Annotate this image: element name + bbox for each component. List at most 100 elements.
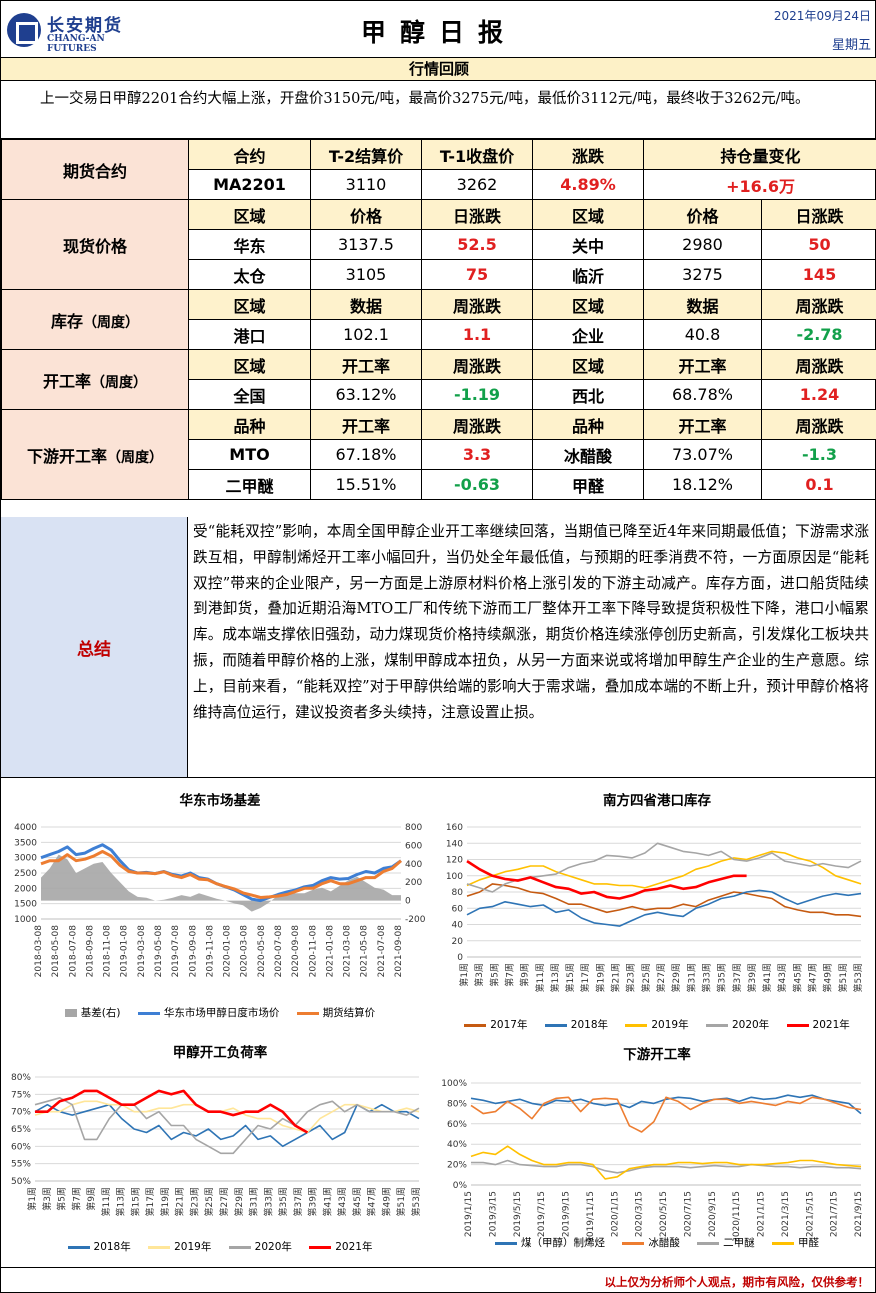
legend-label: 2018年: [570, 1019, 609, 1031]
x-tick-label: 2018-05-08: [51, 925, 61, 978]
x-tick-label: 2019/7/15: [537, 1191, 547, 1237]
operating-rate: 67.18%: [310, 439, 422, 470]
legend-label: 2019年: [174, 1241, 212, 1253]
table-header: T-2结算价: [310, 139, 422, 170]
legend-label: 期货结算价: [322, 1007, 376, 1019]
futures-header-row: 期货合约 合约 T-2结算价 T-1收盘价 涨跌 持仓量变化: [1, 139, 876, 200]
x-tick-label: 第35周: [716, 963, 728, 992]
downstream-row: 二甲醚 15.51% -0.63 甲醛 18.12% 0.1: [2, 469, 876, 500]
legend-label: 2021年: [335, 1241, 373, 1253]
futures-row: MA2201 3110 3262 4.89% +16.6万: [2, 169, 876, 200]
y-tick-label: 40%: [447, 1140, 467, 1150]
legend-swatch: [705, 1023, 728, 1027]
x-tick-label: 第7周: [503, 963, 515, 987]
x-tick-label: 2020/5/15: [659, 1191, 669, 1237]
downstream-row: MTO 67.18% 3.3 冰醋酸 73.07% -1.3: [2, 439, 876, 470]
x-tick-label: 2020/11/15: [732, 1191, 742, 1241]
region-name: 西北: [532, 379, 644, 410]
y-tick-label: 40: [452, 921, 464, 931]
region-name: 港口: [188, 319, 311, 350]
x-tick-label: 第23周: [188, 1187, 200, 1216]
x-tick-label: 第41周: [761, 963, 773, 992]
y-tick-label: 100: [446, 872, 463, 882]
x-tick-label: 2018-03-08: [34, 925, 44, 978]
report-title: 甲醇日报: [360, 18, 517, 47]
table-header: 涨跌: [532, 139, 644, 170]
spot-price: 3105: [310, 259, 422, 290]
x-tick-label: 第17周: [579, 963, 591, 992]
legend-swatch: [67, 1245, 90, 1249]
legend-label: 2019年: [651, 1019, 689, 1031]
y-tick-label: 1500: [14, 900, 37, 910]
y-tick-label: 3500: [14, 838, 37, 848]
y-tick-label: 60%: [11, 1142, 31, 1152]
operating-rate: 15.51%: [310, 469, 422, 500]
x-tick-label: 2018-07-08: [68, 925, 78, 978]
x-tick-label: 第27周: [218, 1187, 230, 1216]
line-series: [466, 889, 862, 927]
disclaimer-text: 以上仅为分析师个人观点，期市有风险，仅供参考！: [604, 1275, 870, 1289]
inventory-section-label: 库存（周度）: [1, 289, 189, 350]
x-tick-label: 第27周: [655, 963, 667, 992]
summary-section: 总结 受“能耗双控”影响，本周全国甲醇企业开工率继续回落，当期值已降至近4年来同…: [1, 517, 876, 778]
table-header: 周涨跌: [760, 349, 876, 380]
y-tick-label: 75%: [11, 1090, 31, 1100]
spot-section-label: 现货价格: [1, 199, 189, 290]
x-tick-label: 2019/5/15: [513, 1191, 523, 1237]
legend-label: 2018年: [93, 1241, 131, 1253]
table-header: 周涨跌: [421, 349, 533, 380]
x-tick-label: 第37周: [292, 1187, 304, 1216]
t2-settle-price: 3110: [310, 169, 422, 200]
x-tick-label: 2020/7/15: [683, 1191, 693, 1237]
legend-item: 煤（甲醇）制烯烃: [494, 1235, 605, 1250]
summary-label: 总结: [1, 517, 188, 777]
spot-price: 3137.5: [310, 229, 422, 260]
inventory-value: 40.8: [643, 319, 762, 350]
y-tick-label: 120: [446, 856, 463, 866]
y-tick-label: 70%: [11, 1108, 31, 1118]
daily-change: 75: [421, 259, 533, 290]
summary-text: 受“能耗双控”影响，本周全国甲醇企业开工率继续回落，当期值已降至近4年来同期最低…: [193, 523, 869, 721]
table-header: 区域: [188, 199, 311, 230]
y2-tick-label: 0: [405, 897, 411, 907]
x-tick-label: 2019-07-08: [171, 925, 181, 978]
daily-change: 50: [760, 229, 876, 260]
report-header: 长安期货 CHANG-AN FUTURES 甲醇日报 2021年09月24日 星…: [1, 1, 876, 57]
legend-label: 2020年: [731, 1019, 770, 1031]
table-header: 区域: [532, 199, 644, 230]
legend-item: 2020年: [228, 1239, 292, 1254]
report-date: 2021年09月24日: [773, 9, 871, 23]
area-series: [41, 854, 401, 912]
footer: 以上仅为分析师个人观点，期市有风险，仅供参考！: [1, 1267, 876, 1293]
x-tick-label: 第45周: [791, 963, 803, 992]
line-series: [40, 850, 402, 899]
table-header: 数据: [643, 289, 762, 320]
x-tick-label: 2020-09-08: [291, 925, 301, 978]
x-tick-label: 第11周: [100, 1187, 112, 1216]
x-tick-label: 第9周: [85, 1187, 97, 1211]
legend-label: 基差(右): [80, 1007, 121, 1019]
legend-item: 2018年: [544, 1017, 609, 1032]
table-header: 价格: [310, 199, 422, 230]
line-series: [35, 1089, 309, 1134]
x-tick-label: 2019-03-08: [137, 925, 147, 978]
operating-row: 全国 63.12% -1.19 西北 68.78% 1.24: [2, 379, 876, 410]
chart-title: 华东市场基差: [179, 793, 261, 809]
y-tick-label: 160: [446, 823, 463, 833]
table-header: 日涨跌: [760, 199, 876, 230]
table-header: 周涨跌: [421, 409, 533, 440]
x-tick-label: 2020-01-08: [223, 925, 233, 978]
x-tick-label: 第37周: [731, 963, 743, 992]
section-note: （周度）: [91, 374, 147, 391]
y-tick-label: 80%: [447, 1099, 467, 1109]
x-tick-label: 第19周: [159, 1187, 171, 1216]
table-header: 区域: [188, 349, 311, 380]
x-tick-label: 2021/3/15: [781, 1191, 791, 1237]
legend-item: 冰醋酸: [622, 1235, 680, 1250]
legend-label: 煤（甲醇）制烯烃: [520, 1237, 605, 1249]
legend-swatch: [309, 1245, 332, 1249]
legend-label: 甲醛: [798, 1237, 820, 1249]
x-tick-label: 第47周: [807, 963, 819, 992]
table-header: 价格: [643, 199, 762, 230]
line-series: [470, 1096, 862, 1133]
